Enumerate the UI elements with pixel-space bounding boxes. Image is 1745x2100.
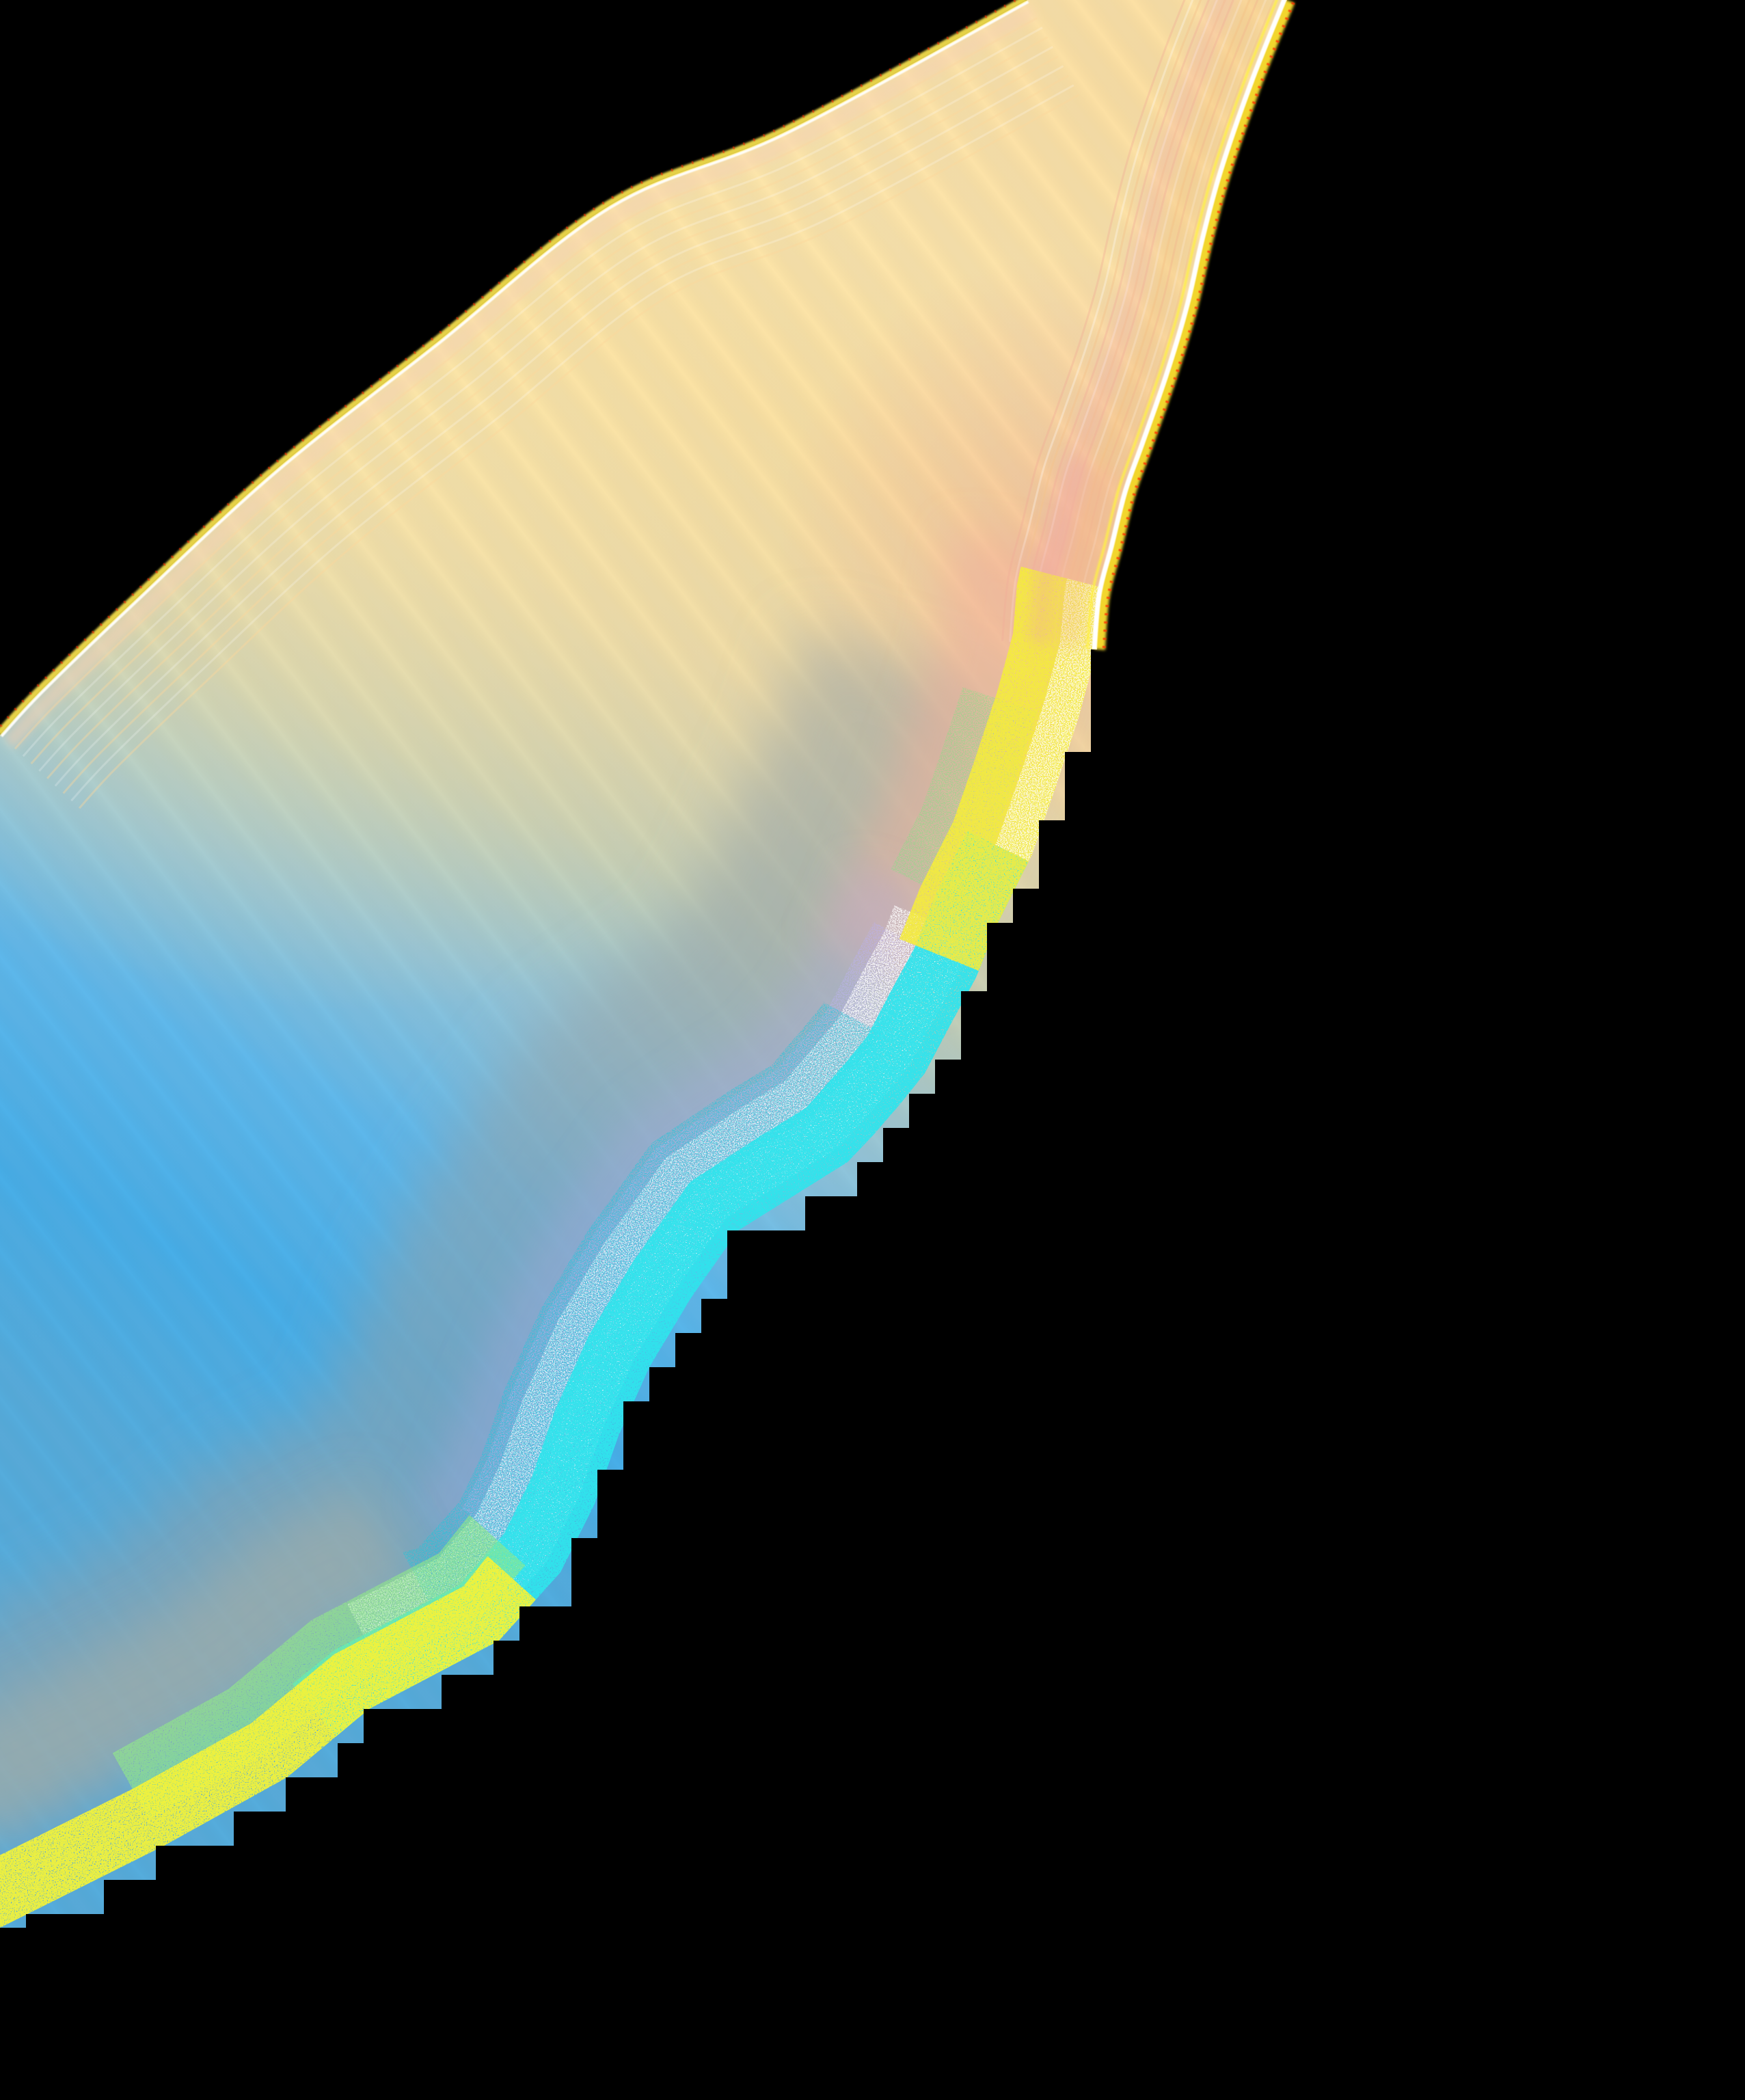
rim-inner-orange (1053, 0, 1275, 649)
left-streak-arc (46, 55, 1059, 779)
cusp-yellow-speckle-band (899, 566, 1104, 971)
rim-streak-arc (1009, 0, 1207, 642)
left-white-core (0, 0, 1029, 738)
left-outer-yellow (0, 0, 1028, 736)
left-streak-arc (70, 84, 1074, 802)
edge-fringe-layer (0, 0, 1295, 749)
left-streak-arc (22, 27, 1043, 757)
rim-streak-arc (1016, 0, 1214, 643)
left-streak-arc (30, 36, 1049, 765)
rim-inner-yellow (1086, 0, 1279, 649)
bottom-yellow-speckle-band (0, 1556, 536, 1928)
rim-streak-arc (1023, 0, 1221, 643)
left-streak-arc (38, 46, 1053, 772)
left-streak-arc (14, 17, 1038, 750)
gray-haze-band (0, 628, 1007, 1847)
tan-haze-band (0, 1479, 422, 1855)
left-inner-pink (3, 4, 1037, 749)
rim-streak-arc (1001, 0, 1200, 642)
left-streak-arc (54, 65, 1064, 787)
cusp-white-speckle-band (995, 578, 1104, 861)
rim-red-specks (1102, 1, 1295, 651)
rim-streak-arc (1083, 0, 1277, 649)
rim-outer-yellow (1094, 0, 1295, 650)
cyan-speckle-band (293, 831, 1029, 1736)
rim-inner-pink (1028, 0, 1243, 645)
left-streak-arc (78, 94, 1080, 809)
cyan-speckle-outer-band (403, 1001, 881, 1610)
left-streak-arc (62, 75, 1069, 794)
rim-white-core (1092, 0, 1287, 650)
